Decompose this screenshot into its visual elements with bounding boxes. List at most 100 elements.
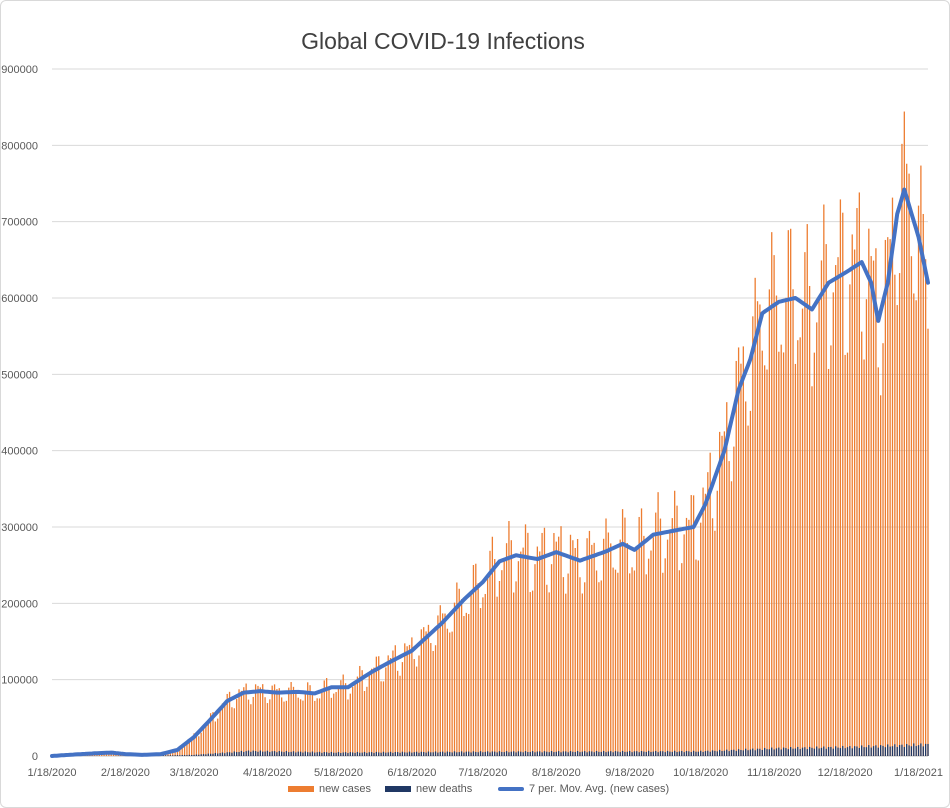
new-deaths-bar [614, 751, 617, 756]
new-deaths-bar [818, 748, 820, 756]
new-deaths-bar [420, 751, 422, 756]
new-deaths-bar [167, 755, 169, 756]
new-deaths-bar [794, 748, 797, 756]
new-cases-bar [238, 689, 240, 756]
new-deaths-bar [418, 752, 420, 756]
new-cases-bar [647, 558, 650, 756]
new-cases-bar [700, 522, 702, 756]
new-deaths-bar [690, 752, 692, 756]
new-cases-bar [626, 543, 628, 756]
new-deaths-bar [164, 755, 167, 756]
new-deaths-bar [434, 751, 437, 756]
new-cases-bar [363, 690, 366, 756]
new-deaths-bar [321, 752, 323, 756]
new-deaths-bar [631, 752, 633, 756]
new-cases-bar [659, 518, 662, 756]
new-deaths-bar [198, 754, 200, 756]
new-cases-bar [721, 435, 723, 756]
new-deaths-bar [453, 751, 456, 756]
new-cases-bar [924, 259, 927, 756]
new-cases-bar [759, 304, 761, 756]
new-cases-bar [804, 252, 806, 756]
new-deaths-bar [446, 751, 449, 756]
new-cases-bar [849, 284, 851, 756]
new-deaths-bar [456, 752, 458, 756]
new-cases-bar [449, 632, 451, 756]
new-deaths-bar [183, 755, 186, 756]
new-cases-bar [858, 192, 860, 756]
new-deaths-bar [676, 751, 678, 756]
new-cases-bar [629, 573, 631, 756]
new-deaths-bar [276, 752, 278, 756]
new-cases-bar [910, 256, 913, 756]
new-deaths-bar [875, 745, 877, 756]
new-deaths-bar [742, 750, 744, 756]
new-deaths-bar [626, 751, 628, 756]
new-deaths-bar [387, 752, 389, 756]
new-cases-bar [633, 570, 636, 756]
new-cases-bar [311, 692, 314, 756]
legend-label-moving-average: 7 per. Mov. Avg. (new cases) [529, 783, 670, 795]
new-deaths-bar [896, 747, 898, 756]
new-deaths-bar [605, 752, 607, 756]
new-deaths-bar [664, 752, 666, 756]
new-cases-bar [913, 293, 915, 756]
new-cases-bar [245, 683, 247, 756]
new-cases-bar [243, 687, 245, 756]
new-deaths-bar [432, 752, 434, 756]
x-tick-label: 11/18/2020 [747, 767, 801, 779]
new-deaths-bar [404, 752, 406, 756]
new-cases-bar [572, 540, 574, 756]
new-cases-bar [183, 745, 186, 756]
new-deaths-bar [692, 750, 695, 756]
new-deaths-bar [593, 752, 595, 756]
new-cases-bar [434, 645, 437, 756]
new-cases-bar [352, 686, 354, 756]
new-cases-bar [903, 111, 905, 757]
new-cases-bar [439, 605, 441, 756]
new-cases-bar [555, 541, 557, 756]
new-deaths-bar [415, 751, 418, 756]
new-deaths-bar [790, 747, 792, 756]
new-cases-bar [283, 701, 285, 756]
new-deaths-bar [754, 750, 756, 756]
new-cases-bar [276, 689, 278, 756]
new-deaths-bar [550, 751, 553, 756]
new-deaths-bar [581, 751, 583, 756]
new-deaths-bar [700, 750, 702, 756]
new-cases-bar [233, 708, 235, 756]
new-deaths-bar [562, 751, 565, 756]
new-cases-bar [181, 747, 183, 756]
legend: new cases new deaths 7 per. Mov. Avg. (n… [0, 781, 950, 797]
new-deaths-bar [503, 752, 505, 756]
x-tick-label: 1/18/2021 [894, 767, 943, 779]
y-tick-labels: 0 100000 200000 300000 400000 500000 600000 700… [1, 64, 38, 763]
new-deaths-bar [745, 748, 747, 756]
new-cases-bar [321, 690, 323, 756]
new-cases-bar [266, 703, 269, 756]
new-cases-bar [584, 582, 586, 756]
new-deaths-bar [224, 753, 226, 756]
new-cases-bar [733, 446, 735, 756]
new-cases-bar [214, 721, 217, 756]
new-cases-bar [496, 596, 498, 756]
new-cases-bar [707, 472, 709, 756]
new-cases-bar [252, 696, 254, 756]
new-cases-bar [737, 347, 740, 756]
x-tick-label: 8/18/2020 [532, 767, 581, 779]
new-deaths-bar [449, 751, 451, 756]
new-deaths-bar [314, 752, 316, 756]
new-cases-bar [314, 700, 316, 756]
new-deaths-bar [482, 752, 484, 756]
new-deaths-bar [891, 746, 894, 756]
new-cases-bar [278, 688, 280, 756]
new-deaths-bar [333, 752, 335, 756]
new-deaths-bar [801, 747, 804, 756]
new-cases-bar [539, 551, 541, 756]
new-deaths-bar [285, 751, 288, 756]
new-cases-bar [169, 752, 172, 756]
new-cases-bar [193, 733, 195, 756]
new-deaths-bar [266, 750, 269, 756]
new-deaths-bar [704, 751, 707, 756]
new-cases-bar [565, 593, 567, 756]
